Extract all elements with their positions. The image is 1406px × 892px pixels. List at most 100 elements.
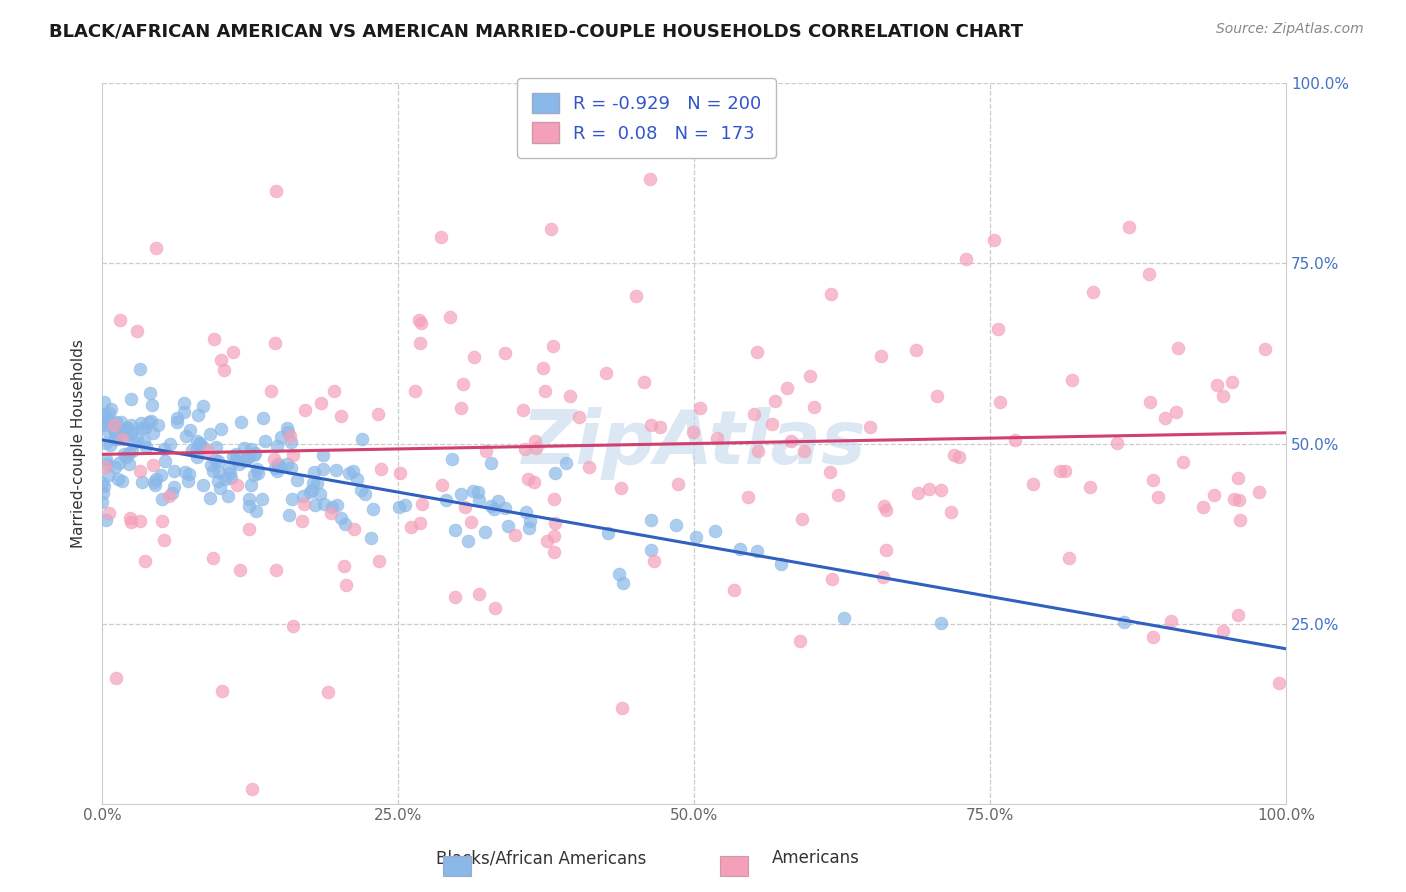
Point: [643, 554, 665, 568]
Point: [173, 405, 195, 419]
Point: [799, 368, 821, 383]
Point: [304, 498, 326, 512]
Point: [150, 491, 173, 506]
Point: [120, 426, 142, 441]
Point: [1192, 500, 1215, 514]
Point: [107, 472, 129, 486]
Point: [120, 515, 142, 529]
Point: [103, 422, 125, 436]
Point: [166, 415, 188, 429]
Point: [309, 486, 332, 500]
Point: [430, 229, 453, 244]
Point: [148, 417, 170, 432]
Point: [285, 473, 308, 487]
Point: [312, 462, 335, 476]
Point: [367, 554, 389, 568]
Point: [776, 381, 799, 395]
Point: [827, 488, 849, 502]
Point: [267, 457, 290, 471]
Point: [361, 501, 384, 516]
Point: [240, 477, 263, 491]
Point: [280, 461, 302, 475]
Point: [138, 415, 160, 429]
Point: [479, 456, 502, 470]
Point: [281, 491, 304, 506]
Point: [152, 442, 174, 456]
Point: [1227, 471, 1250, 485]
Point: [333, 559, 356, 574]
Point: [150, 514, 173, 528]
Point: [524, 442, 547, 456]
Point: [1212, 624, 1234, 638]
Point: [512, 403, 534, 417]
Point: [513, 442, 536, 456]
Point: [335, 578, 357, 592]
Point: [434, 492, 457, 507]
Point: [665, 518, 688, 533]
Point: [212, 363, 235, 377]
Point: [186, 450, 208, 464]
Point: [790, 512, 813, 526]
Point: [408, 312, 430, 326]
Point: [128, 465, 150, 479]
Point: [276, 421, 298, 435]
Point: [278, 508, 301, 523]
Point: [450, 486, 472, 500]
Point: [208, 481, 231, 495]
Point: [1253, 342, 1275, 356]
Point: [187, 437, 209, 451]
Point: [1049, 465, 1071, 479]
Point: [737, 490, 759, 504]
Point: [129, 416, 152, 430]
Point: [388, 500, 411, 514]
Point: [118, 446, 141, 460]
Point: [925, 389, 948, 403]
Point: [1053, 464, 1076, 478]
Point: [97, 424, 120, 438]
Point: [333, 517, 356, 532]
Point: [98, 413, 121, 427]
Point: [821, 572, 844, 586]
Point: [302, 466, 325, 480]
Point: [142, 475, 165, 489]
Point: [291, 489, 314, 503]
Point: [723, 582, 745, 597]
Point: [607, 567, 630, 582]
Point: [818, 465, 841, 479]
Point: [475, 443, 498, 458]
Point: [264, 184, 287, 198]
Point: [254, 434, 277, 449]
Point: [568, 409, 591, 424]
Point: [132, 434, 155, 448]
Point: [107, 457, 129, 471]
Point: [467, 485, 489, 500]
Point: [209, 422, 232, 436]
Point: [193, 440, 215, 454]
Point: [444, 591, 467, 605]
Point: [1202, 487, 1225, 501]
Point: [367, 407, 389, 421]
Point: [228, 457, 250, 471]
Point: [1022, 476, 1045, 491]
Text: Source: ZipAtlas.com: Source: ZipAtlas.com: [1216, 22, 1364, 37]
Point: [200, 458, 222, 472]
Point: [769, 557, 792, 571]
Point: [1167, 341, 1189, 355]
Point: [519, 514, 541, 528]
Point: [745, 344, 768, 359]
Point: [162, 464, 184, 478]
Point: [96, 458, 118, 472]
Point: [321, 500, 343, 514]
Point: [96, 513, 118, 527]
Point: [118, 511, 141, 525]
Point: [214, 473, 236, 487]
Point: [243, 448, 266, 462]
Point: [186, 442, 208, 456]
Point: [326, 498, 349, 512]
Point: [988, 395, 1011, 409]
Point: [610, 700, 633, 714]
Point: [1105, 435, 1128, 450]
Point: [218, 467, 240, 481]
Point: [543, 467, 565, 481]
Point: [207, 454, 229, 468]
